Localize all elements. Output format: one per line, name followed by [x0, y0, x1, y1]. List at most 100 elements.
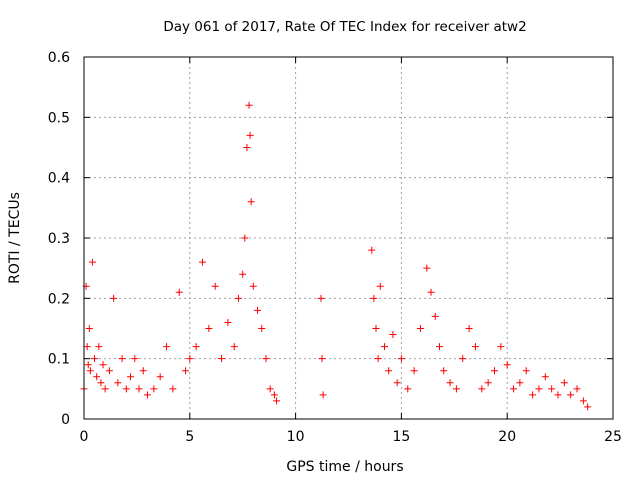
data-point: [192, 343, 200, 351]
data-point: [239, 270, 247, 278]
x-tick-label: 15: [392, 429, 410, 445]
data-point: [465, 325, 473, 332]
data-point: [131, 355, 139, 363]
data-point: [554, 391, 562, 399]
data-point: [516, 379, 524, 387]
data-point: [471, 343, 479, 351]
x-tick-label: 0: [80, 429, 89, 445]
x-tick-label: 5: [185, 429, 194, 445]
data-point: [266, 385, 274, 393]
data-point: [459, 355, 467, 363]
data-point: [446, 379, 454, 387]
data-point: [376, 282, 384, 290]
data-point: [567, 391, 575, 399]
data-point: [529, 391, 537, 399]
data-point: [241, 234, 249, 242]
x-tick-label: 25: [604, 429, 622, 445]
data-point: [93, 373, 101, 381]
data-point: [110, 294, 118, 302]
data-point: [478, 385, 486, 393]
data-point: [95, 343, 103, 351]
x-tick-label: 20: [498, 429, 516, 445]
data-point: [374, 355, 382, 363]
data-point: [97, 379, 105, 387]
data-point: [318, 355, 326, 363]
data-point: [262, 355, 270, 363]
data-point: [541, 373, 549, 381]
data-point: [584, 403, 592, 411]
data-point: [224, 318, 232, 326]
data-point: [182, 367, 190, 375]
y-tick-label: 0.5: [48, 110, 70, 126]
data-point: [380, 343, 388, 351]
data-point: [211, 282, 219, 290]
data-point: [372, 325, 380, 332]
data-point: [573, 385, 581, 393]
data-point: [198, 258, 206, 266]
data-point: [423, 264, 431, 272]
data-point: [101, 385, 109, 393]
data-point: [522, 367, 530, 375]
grid-lines: [84, 57, 613, 419]
data-point: [175, 288, 183, 296]
data-point: [205, 325, 213, 332]
y-axis-title: ROTI / TECUs: [7, 192, 23, 284]
x-tick-label: 10: [287, 429, 305, 445]
data-point: [548, 385, 556, 393]
data-point: [91, 355, 99, 363]
data-point: [186, 355, 194, 363]
plot-border: [83, 56, 614, 420]
data-point: [427, 288, 435, 296]
y-tick-label: 0.3: [48, 231, 70, 247]
data-point: [122, 385, 130, 393]
data-point: [139, 367, 147, 375]
data-point: [218, 355, 226, 363]
data-point: [135, 385, 143, 393]
y-tick-labels: 0 0.1 0.2 0.3 0.4 0.5 0.6: [48, 50, 70, 428]
data-point: [368, 246, 376, 254]
data-point: [440, 367, 448, 375]
data-point: [234, 294, 242, 302]
data-point: [397, 355, 405, 363]
data-point: [99, 361, 107, 369]
data-point: [88, 258, 96, 266]
data-points: [80, 101, 592, 411]
data-point: [118, 355, 126, 363]
data-point: [535, 385, 543, 393]
data-point: [416, 325, 424, 332]
y-tick-label: 0: [61, 412, 70, 428]
data-point: [127, 373, 135, 381]
data-point: [243, 144, 251, 151]
data-point: [560, 379, 568, 387]
data-point: [393, 379, 401, 387]
y-tick-label: 0.2: [48, 291, 70, 307]
data-point: [150, 385, 158, 393]
data-point: [484, 379, 492, 387]
data-point: [317, 294, 325, 302]
data-point: [245, 101, 253, 109]
data-point: [169, 385, 177, 393]
data-point: [86, 367, 94, 375]
data-point: [163, 343, 171, 351]
data-point: [85, 325, 93, 332]
x-tick-labels: 0 5 10 15 20 25: [80, 429, 622, 445]
data-point: [370, 294, 378, 302]
plot-frame: [83, 56, 614, 420]
data-point: [497, 343, 505, 351]
data-point: [249, 282, 257, 290]
y-tick-label: 0.4: [48, 171, 70, 187]
data-point: [431, 312, 439, 320]
data-point: [114, 379, 122, 387]
data-point: [143, 391, 151, 399]
data-point: [579, 397, 587, 405]
data-point: [491, 367, 499, 375]
data-point: [319, 391, 327, 399]
data-point: [270, 391, 278, 399]
data-point: [510, 385, 518, 393]
data-point: [246, 131, 254, 139]
data-point: [258, 325, 266, 332]
data-point: [385, 367, 393, 375]
data-point: [84, 361, 92, 369]
data-point: [452, 385, 460, 393]
